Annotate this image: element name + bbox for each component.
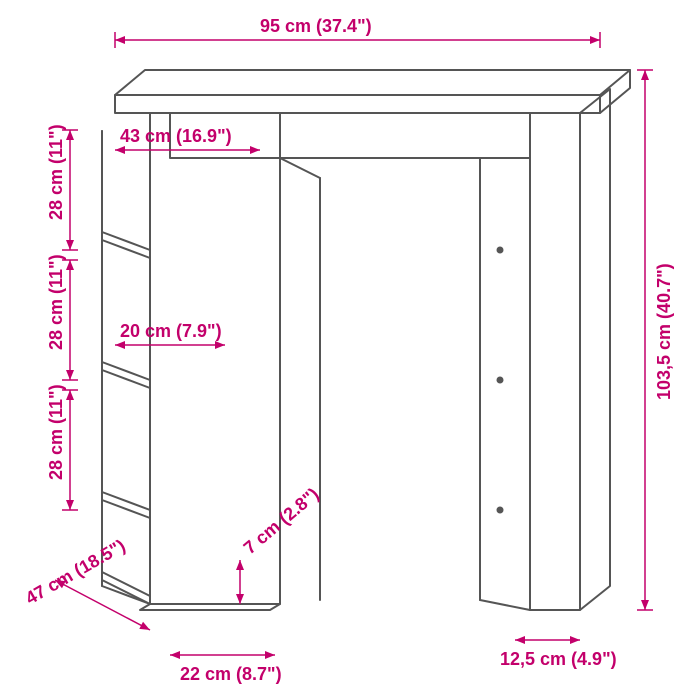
svg-text:95 cm (37.4"): 95 cm (37.4")	[260, 16, 372, 36]
svg-text:28 cm (11"): 28 cm (11")	[46, 384, 66, 480]
svg-text:12,5 cm (4.9"): 12,5 cm (4.9")	[500, 649, 617, 669]
svg-text:47 cm (18.5"): 47 cm (18.5")	[22, 535, 129, 608]
svg-text:22 cm (8.7"): 22 cm (8.7")	[180, 664, 282, 684]
svg-text:43 cm (16.9"): 43 cm (16.9")	[120, 126, 232, 146]
svg-text:20 cm (7.9"): 20 cm (7.9")	[120, 321, 222, 341]
svg-text:7 cm (2.8"): 7 cm (2.8")	[240, 484, 323, 558]
svg-text:28 cm (11"): 28 cm (11")	[46, 254, 66, 350]
svg-text:28 cm (11"): 28 cm (11")	[46, 124, 66, 220]
svg-text:103,5 cm (40.7"): 103,5 cm (40.7")	[654, 263, 674, 400]
